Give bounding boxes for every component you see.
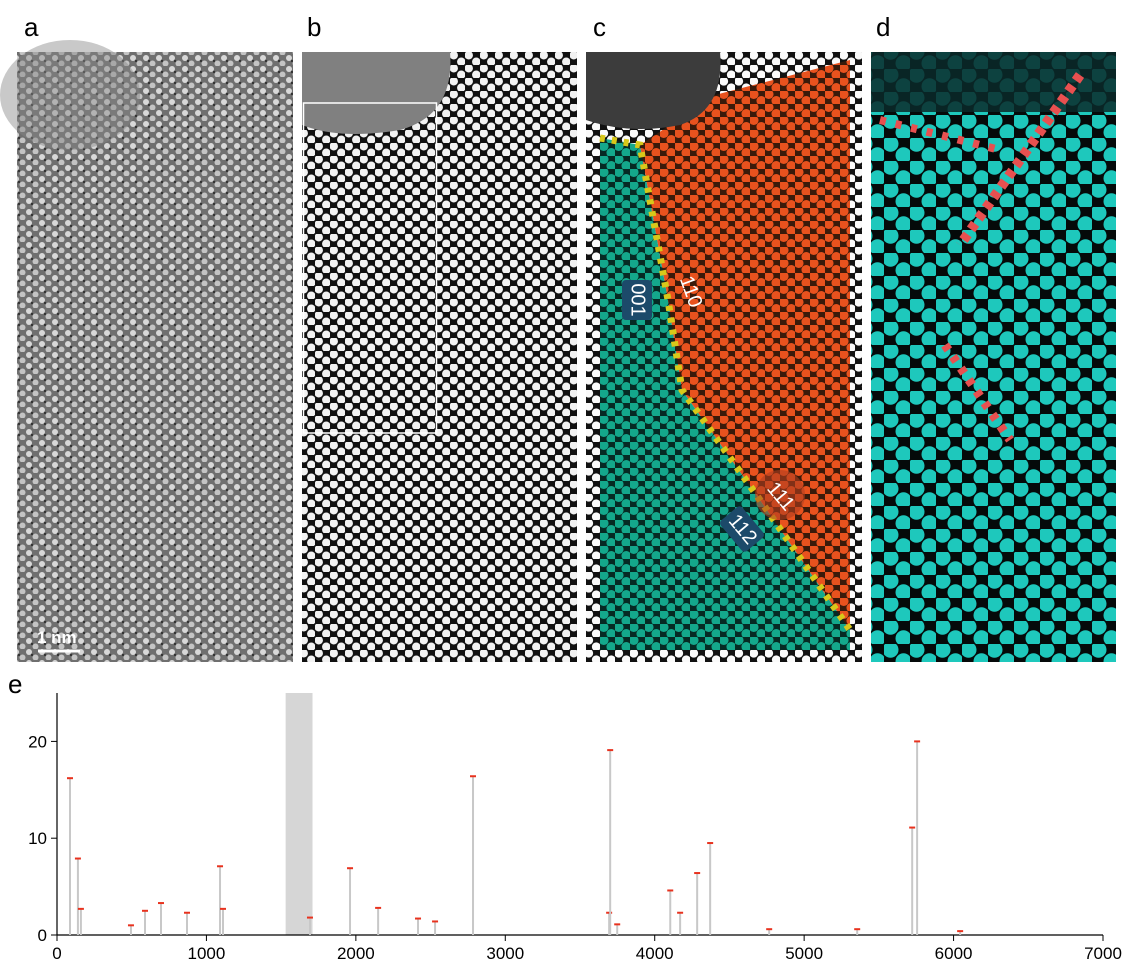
amorphous-region	[871, 52, 1116, 112]
x-tick-label: 4000	[636, 944, 674, 963]
grain-001	[600, 138, 850, 650]
x-tick-label: 7000	[1084, 944, 1122, 963]
y-tick-label: 20	[28, 732, 47, 751]
x-tick-label: 6000	[935, 944, 973, 963]
chart: 0 10 20 0 1000 2000 3000 4000 5000 6000 7000	[28, 693, 1122, 963]
amorphous-region	[0, 40, 140, 150]
label-box	[720, 506, 764, 552]
panel-label: e	[8, 669, 22, 699]
y-tick-label: 10	[28, 829, 47, 848]
defect-line	[879, 116, 1001, 154]
x-tick-label: 5000	[785, 944, 823, 963]
x-tick-label: 1000	[188, 944, 226, 963]
label-glow	[755, 470, 805, 520]
defect-line	[941, 342, 1014, 443]
panel-label: c	[593, 12, 606, 42]
x-tick-label: 3000	[486, 944, 524, 963]
x-tick-label: 2000	[337, 944, 375, 963]
micrograph	[871, 52, 1116, 662]
y-tick-label: 0	[38, 926, 47, 945]
scale-bar-label: 1 nm	[37, 628, 77, 647]
amorphous-region	[302, 52, 451, 134]
grain-boundary	[599, 134, 853, 632]
annotation: 001	[627, 283, 649, 316]
inset-box	[302, 102, 438, 434]
micrograph	[17, 52, 293, 662]
panel-label: a	[24, 12, 39, 42]
micrograph	[302, 52, 577, 662]
amorphous-region	[586, 52, 721, 129]
x-tick-label: 0	[52, 944, 61, 963]
panel-label: b	[307, 12, 321, 42]
label-box	[622, 280, 652, 320]
panel-label: d	[876, 12, 890, 42]
shaded-region	[285, 693, 313, 935]
defect-line	[955, 72, 1085, 248]
